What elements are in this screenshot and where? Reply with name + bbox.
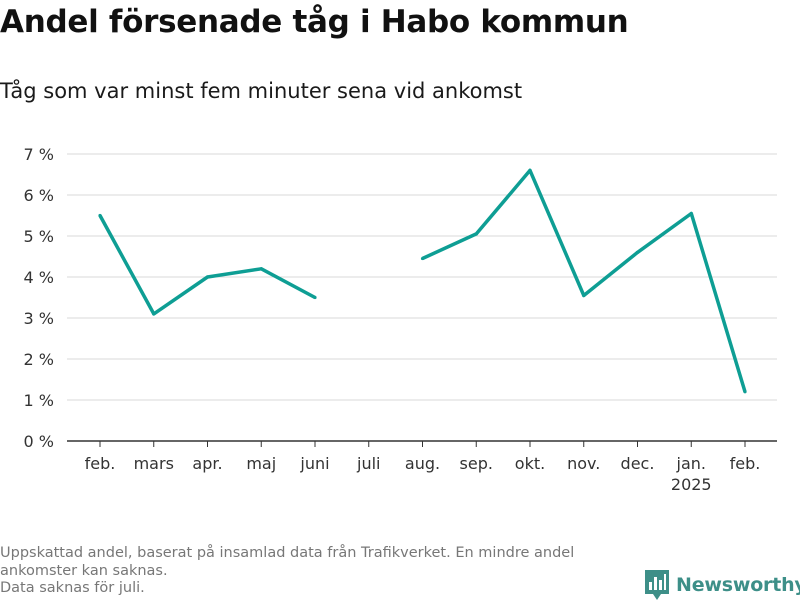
x-tick-label: juli: [356, 454, 380, 473]
y-tick-label: 5 %: [24, 227, 54, 246]
brand-name: Newsworthy: [676, 574, 800, 596]
data-series: [98, 168, 747, 394]
y-tick-label: 2 %: [24, 350, 54, 369]
x-tick-year-label: 2025: [671, 475, 712, 494]
data-point: [743, 390, 747, 394]
y-axis-ticks: 0 % 1 % 2 % 3 % 4 % 5 % 6 % 7 %: [24, 145, 54, 451]
data-point: [582, 293, 586, 298]
x-tick-label: juni: [299, 454, 329, 473]
data-point: [205, 275, 210, 279]
data-point: [259, 267, 263, 271]
data-point: [689, 211, 693, 216]
x-tick-label: okt.: [515, 454, 545, 473]
data-point: [528, 168, 532, 172]
y-tick-label: 1 %: [24, 391, 54, 410]
line-chart: 0 % 1 % 2 % 3 % 4 % 5 % 6 % 7 % feb. mars apr. maj…: [24, 145, 777, 494]
x-tick-label: feb.: [730, 454, 761, 473]
x-tick-label: nov.: [567, 454, 600, 473]
x-tick-label: aug.: [405, 454, 440, 473]
chart-subtitle: Tåg som var minst fem minuter sena vid a…: [0, 79, 523, 103]
y-tick-label: 6 %: [24, 186, 54, 205]
x-tick-label: mars: [134, 454, 174, 473]
x-axis-ticks: feb. mars apr. maj juni juli aug. sep. okt. nov. d…: [85, 441, 761, 494]
brand-logo: Newsworthy: [644, 569, 800, 601]
bar-chart-logo-icon: [645, 570, 669, 600]
footnote-line-3: Data saknas för juli.: [0, 580, 145, 596]
y-tick-label: 4 %: [24, 268, 54, 287]
data-point: [420, 256, 425, 261]
data-point: [635, 250, 640, 254]
footnote: Uppskattad andel, baserat på insamlad da…: [0, 545, 640, 598]
x-tick-label: jan.: [676, 454, 706, 473]
footnote-line-2: ankomster kan saknas.: [0, 562, 168, 579]
x-tick-label: dec.: [621, 454, 655, 473]
chart-title: Andel försenade tåg i Habo kommun: [0, 4, 629, 40]
footnote-line-1: Uppskattad andel, baserat på insamlad da…: [0, 545, 575, 561]
x-tick-label: sep.: [460, 454, 493, 473]
data-point: [474, 232, 478, 236]
x-tick-label: maj: [246, 454, 276, 473]
data-point: [152, 312, 156, 316]
x-tick-label: feb.: [85, 454, 116, 473]
y-tick-label: 3 %: [24, 309, 54, 328]
x-tick-label: apr.: [192, 454, 222, 473]
data-point: [98, 213, 102, 218]
y-tick-label: 7 %: [24, 145, 54, 164]
data-point: [313, 295, 317, 300]
gridlines: [67, 153, 777, 442]
y-tick-label: 0 %: [24, 432, 54, 451]
